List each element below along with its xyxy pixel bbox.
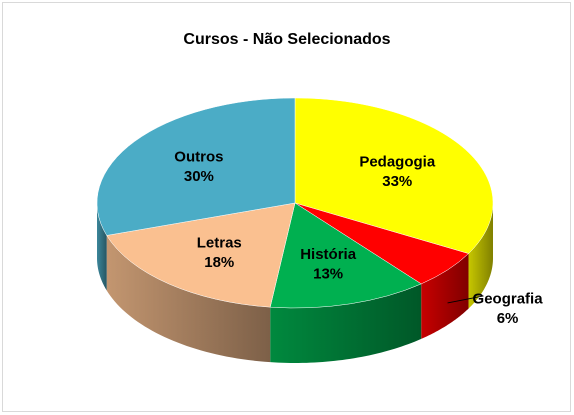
slice-label-name: Pedagogia	[359, 154, 436, 171]
leader-line	[447, 295, 484, 304]
slice-label-name: Letras	[197, 234, 242, 251]
slice-label-name: Outros	[174, 149, 223, 166]
slice-label-name: História	[300, 246, 357, 263]
slice-side	[270, 283, 422, 363]
slice-label-value: 18%	[204, 254, 234, 271]
slice-label-value: 13%	[313, 266, 343, 283]
slice-label: Letras 18%	[197, 234, 242, 271]
slice	[96, 97, 296, 236]
pie-tops	[96, 97, 494, 309]
slice-label: Geografia 6%	[473, 291, 544, 328]
slice	[269, 202, 422, 309]
pie-sides	[97, 203, 493, 363]
slice-label: História 13%	[300, 246, 357, 283]
chart-title: Cursos - Não Selecionados	[183, 31, 390, 48]
slice-label: Pedagogia 33%	[359, 154, 436, 191]
slice-label-value: 30%	[184, 168, 214, 185]
slice-label: Outros 30%	[174, 149, 223, 186]
pie-labels: Pedagogia 33% Geografia 6% História 13% Letras…	[174, 149, 543, 327]
slice-side	[106, 235, 271, 363]
slice-label-value: 33%	[382, 173, 412, 190]
slice-label-value: 6%	[497, 310, 519, 327]
slice-side	[97, 203, 107, 291]
slice-side	[421, 253, 469, 339]
slice-label-name: Geografia	[473, 291, 544, 308]
slice	[106, 202, 296, 308]
slice	[294, 97, 494, 254]
